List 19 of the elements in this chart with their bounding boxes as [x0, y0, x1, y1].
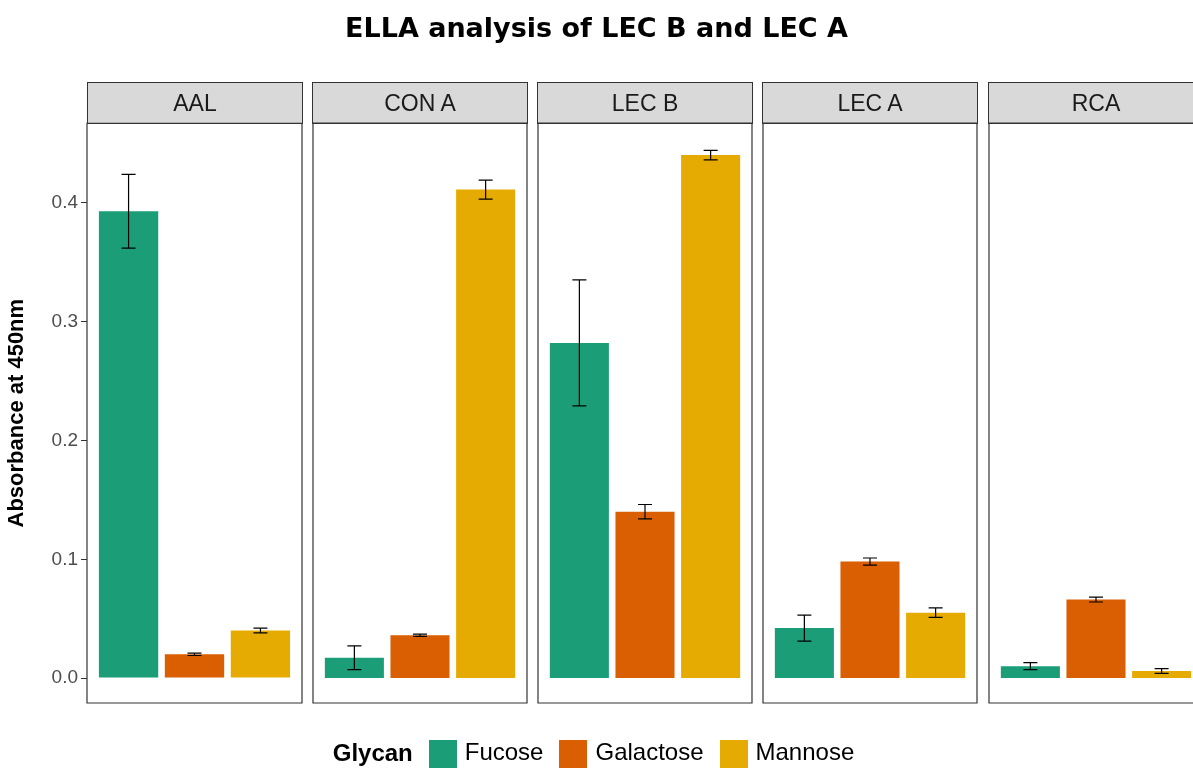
legend-title: Glycan: [332, 738, 413, 767]
y-tick-label: 0.0: [51, 666, 78, 688]
y-tick-label: 0.4: [51, 191, 79, 213]
y-axis-title: Absorbance at 450nm: [3, 298, 29, 528]
x-tick-label: AAL: [87, 82, 303, 124]
legend-label: Fucose: [463, 738, 544, 767]
y-tick-label: 0.2: [51, 428, 78, 450]
y-tick-label: 0.1: [51, 547, 78, 569]
category-label: CON A: [384, 90, 456, 116]
legend-label: Mannose: [754, 738, 855, 767]
bar: [230, 630, 291, 678]
bar: [164, 654, 225, 678]
y-tick-label: 0.3: [51, 309, 78, 331]
chart-title: ELLA analysis of LEC B and LEC A: [344, 12, 849, 43]
bar: [98, 211, 159, 678]
legend-label: Galactose: [594, 738, 704, 767]
category-label: RCA: [1071, 90, 1121, 116]
category-label: LEC B: [611, 90, 679, 116]
category-label: LEC A: [837, 90, 903, 116]
